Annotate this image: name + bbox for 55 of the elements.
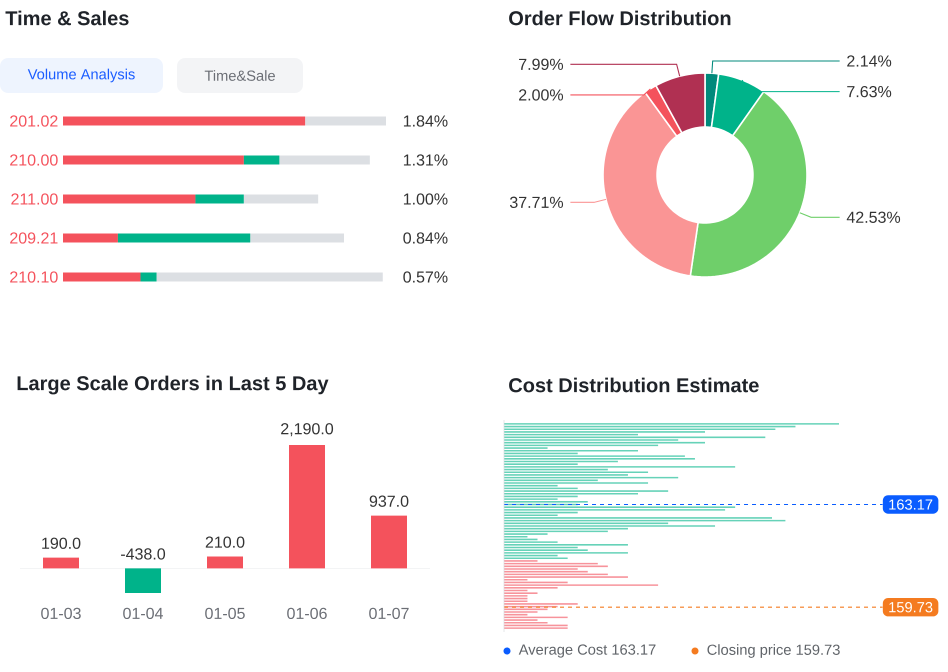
data-label: 937.0	[370, 496, 408, 507]
bar	[63, 272, 141, 282]
data-label: 7.63%	[847, 86, 892, 98]
data-label: 210.0	[206, 536, 244, 548]
bar	[156, 272, 383, 282]
y-tick-label: 209.21	[10, 232, 58, 244]
data-label: 2.00%	[519, 89, 564, 101]
bar	[63, 194, 196, 204]
data-label: -438.0	[121, 548, 166, 560]
text: 1.84%	[404, 115, 448, 127]
bar	[118, 234, 250, 243]
text: Average Cost 163.17	[518, 644, 656, 658]
chart-title: Order Flow Distribution	[509, 10, 730, 26]
text: 0.57%	[403, 271, 448, 283]
x-tick-label: 01-07	[369, 608, 409, 620]
data-label: 2.14%	[847, 55, 892, 67]
bar	[250, 234, 344, 243]
bar	[207, 556, 244, 568]
text: 0.84%	[403, 232, 448, 244]
data-label: 37.71%	[510, 196, 564, 208]
y-tick-label: 211.00	[11, 193, 58, 205]
y-tick-label: 159.73	[889, 602, 932, 612]
bar	[305, 116, 386, 126]
data-label: 2,190.0	[281, 423, 334, 436]
y-tick-label: 210.00	[10, 154, 58, 166]
bar	[140, 272, 157, 282]
x-tick-label: 01-04	[123, 608, 163, 620]
bar	[279, 156, 370, 165]
bar	[371, 516, 408, 568]
bar	[43, 558, 80, 568]
x-tick-label: 01-03	[41, 608, 81, 620]
text: Closing price 159.73	[707, 644, 840, 658]
y-tick-label: 210.10	[10, 271, 58, 283]
text: 1.31%	[404, 154, 448, 166]
text: Time&Sale	[204, 70, 275, 81]
chart-title: Large Scale Orders in Last 5 Day	[18, 376, 328, 394]
chart-title: Cost Distribution Estimate	[509, 378, 759, 392]
x-tick-label: 01-05	[205, 608, 245, 620]
bar	[244, 156, 280, 165]
bar	[63, 116, 306, 126]
data-label: 7.99%	[519, 58, 564, 70]
x-tick-label: 01-06	[287, 608, 327, 620]
text: Volume Analysis	[28, 68, 135, 82]
bar	[195, 194, 244, 204]
y-tick-label: 163.17	[889, 499, 932, 510]
bar	[289, 445, 326, 568]
y-tick-label: 201.02	[10, 115, 58, 127]
data-label: 190.0	[42, 538, 80, 549]
chart-title: Time & Sales	[6, 10, 129, 26]
text: 1.00%	[404, 193, 448, 205]
data-label: 42.53%	[846, 212, 900, 223]
bar	[125, 568, 161, 593]
bar	[244, 194, 318, 204]
bar	[63, 156, 244, 165]
bar	[63, 234, 118, 243]
